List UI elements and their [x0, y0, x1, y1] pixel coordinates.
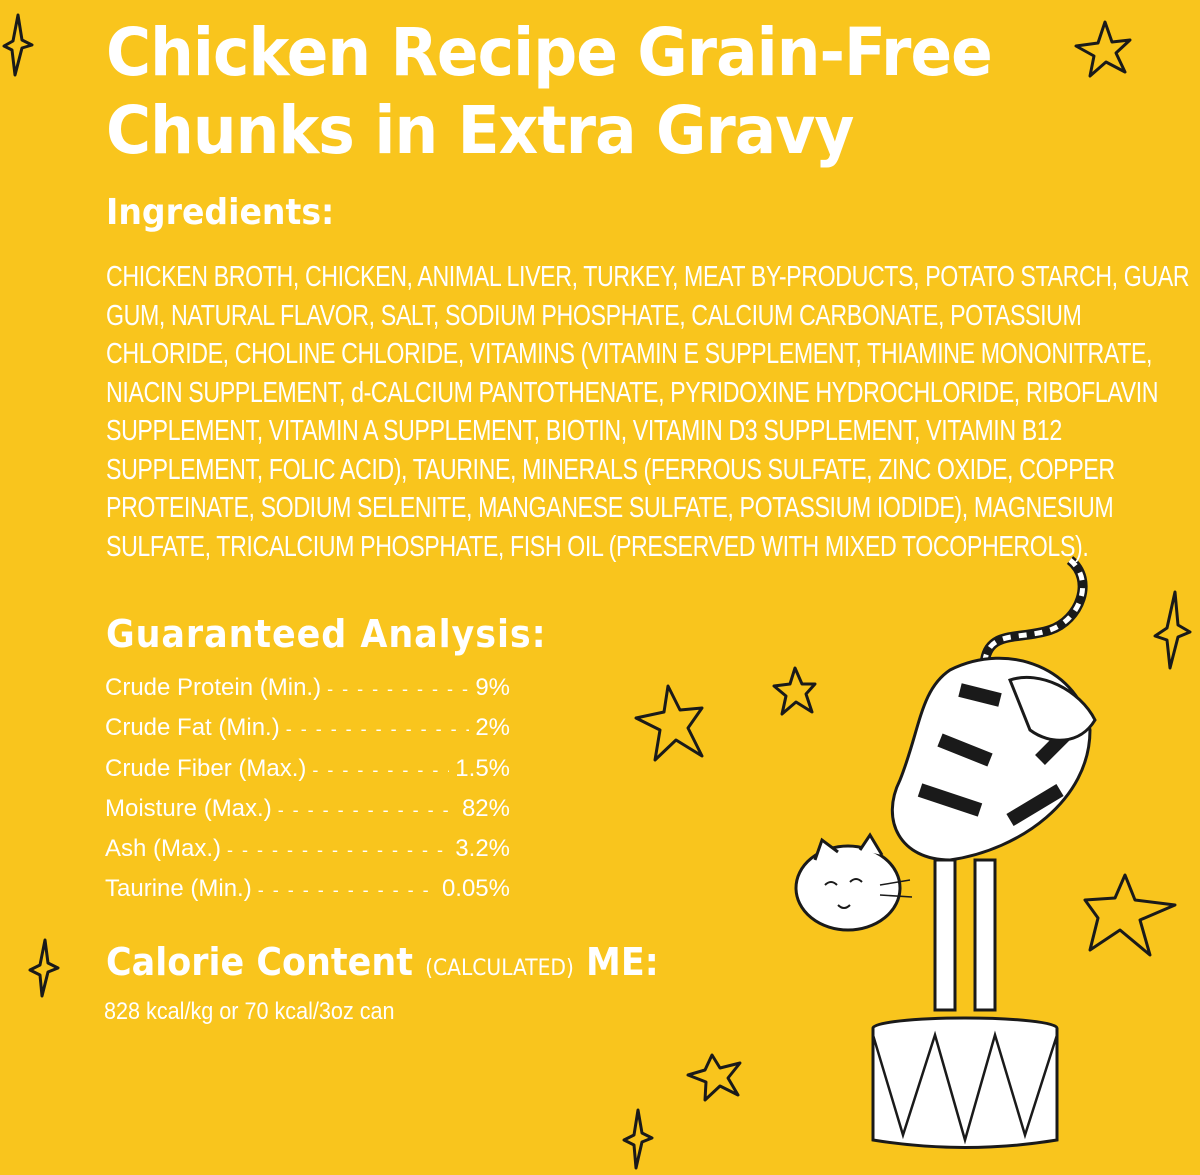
analysis-heading: Guaranteed Analysis:: [106, 612, 547, 656]
analysis-row: Crude Fat (Min.) - - - - - - - - - - - - …: [105, 714, 510, 754]
star-icon: [634, 684, 704, 762]
calorie-suffix: ME:: [586, 940, 659, 984]
analysis-row: Crude Protein (Min.) - - - - - - - - - - …: [105, 674, 510, 714]
sparkle-icon: [2, 13, 34, 77]
analysis-label: Ash (Max.): [105, 835, 222, 863]
analysis-value: 9%: [475, 674, 510, 701]
analysis-label: Crude Fiber (Max.): [105, 754, 307, 782]
star-icon: [772, 666, 817, 716]
ingredients-line: NIACIN SUPPLEMENT, d-CALCIUM PANTOTHENAT…: [106, 376, 1159, 409]
ingredients-line: CHLORIDE, CHOLINE CHLORIDE, VITAMINS (VI…: [106, 338, 1153, 370]
analysis-value: 3.2%: [455, 835, 510, 863]
analysis-row: Crude Fiber (Max.)- - - - - - - - - - - …: [105, 755, 510, 795]
leader-dots: - - - - - - - - - - - - - - - - - - - - …: [257, 880, 436, 901]
ingredients-list: CHICKEN BROTH, CHICKEN, ANIMAL LIVER, TU…: [106, 258, 1200, 566]
ingredients-line: PROTEINATE, SODIUM SELENITE, MANGANESE S…: [106, 492, 1114, 524]
leader-dots: - - - - - - - - - - - - - - - - - - - - …: [327, 679, 470, 699]
analysis-label: Crude Fat (Min.): [105, 714, 280, 742]
page-title: Chicken Recipe Grain-Free Chunks in Extr…: [106, 14, 993, 170]
sparkle-icon: [28, 938, 60, 998]
calorie-qualifier: (CALCULATED): [425, 956, 574, 981]
analysis-row: Ash (Max.) - - - - - - - - - - - - - - - …: [105, 835, 510, 875]
sparkle-icon: [622, 1108, 654, 1170]
analysis-row: Taurine (Min.)- - - - - - - - - - - - - …: [105, 875, 510, 915]
analysis-label: Taurine (Min.): [105, 875, 252, 903]
leader-dots: - - - - - - - - - - - - - - - - - - - - …: [277, 799, 456, 820]
analysis-value: 82%: [461, 794, 510, 822]
ingredients-heading: Ingredients:: [106, 192, 335, 233]
ingredients-line: GUM, NATURAL FLAVOR, SALT, SODIUM PHOSPH…: [106, 299, 1082, 332]
analysis-value: 1.5%: [455, 754, 510, 782]
star-icon: [686, 1053, 742, 1102]
title-line-1: Chicken Recipe Grain-Free: [106, 14, 993, 91]
leader-dots: - - - - - - - - - - - - - - - - - - - - …: [285, 719, 470, 740]
analysis-value: 2%: [475, 714, 510, 742]
star-icon: [1083, 873, 1177, 957]
ingredients-line: SUPPLEMENT, FOLIC ACID), TAURINE, MINERA…: [106, 453, 1115, 486]
star-icon: [1074, 20, 1132, 78]
analysis-value: 0.05%: [441, 875, 510, 903]
ingredients-line: SUPPLEMENT, VITAMIN A SUPPLEMENT, BIOTIN…: [106, 415, 1062, 447]
title-line-2: Chunks in Extra Gravy: [106, 92, 854, 169]
analysis-label: Moisture (Max.): [105, 794, 272, 822]
calorie-heading: Calorie Content (CALCULATED) ME:: [106, 940, 659, 984]
leader-dots: - - - - - - - - - - - - - - - - - - - - …: [227, 840, 449, 861]
calorie-heading-text: Calorie Content: [106, 940, 413, 984]
cat-illustration: [794, 556, 1097, 1149]
guaranteed-analysis-table: Crude Protein (Min.) - - - - - - - - - - …: [105, 674, 510, 916]
leader-dots: - - - - - - - - - - - - - - - - - - - - …: [312, 759, 449, 780]
ingredients-line: CHICKEN BROTH, CHICKEN, ANIMAL LIVER, TU…: [106, 261, 1190, 293]
analysis-label: Crude Protein (Min.): [105, 674, 322, 701]
calorie-value: 828 kcal/kg or 70 kcal/3oz can: [104, 998, 395, 1025]
ingredients-line: SULFATE, TRICALCIUM PHOSPHATE, FISH OIL …: [106, 530, 1089, 563]
analysis-row: Moisture (Max.)- - - - - - - - - - - - -…: [105, 795, 510, 835]
sparkle-icon: [1153, 590, 1192, 670]
